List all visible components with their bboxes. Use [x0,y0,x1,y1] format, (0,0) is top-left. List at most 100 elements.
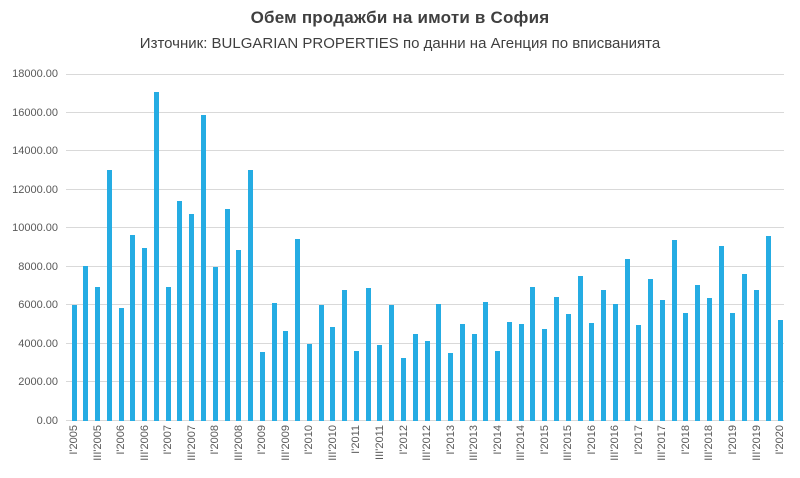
y-axis-tick-label: 6000.00 [18,299,58,311]
y-axis-tick-label: 14000.00 [12,145,58,157]
bar [506,321,512,421]
bar [659,300,665,421]
bar [424,340,430,421]
chart-subtitle: Източник: BULGARIAN PROPERTIES по данни … [139,35,661,52]
bar [648,278,654,421]
bar [295,239,301,421]
bar [601,289,606,421]
bar [165,287,171,421]
bar [389,304,395,421]
bar [436,304,442,421]
bar [153,92,159,421]
y-axis-tick-label: 4000.00 [18,338,58,350]
bar [248,170,253,421]
x-axis-tick-label: I'2020 [774,425,786,455]
bar [671,240,677,421]
bar [236,250,242,421]
bar [83,265,89,421]
x-axis-tick-label: III'2009 [279,425,292,461]
bar [706,298,712,421]
bar [377,344,383,421]
bar [683,312,689,421]
bar [495,350,501,421]
bar [589,322,595,421]
x-axis: I'2005 III'2005 I'2006 III'2006 I'2007 III'20… [66,421,786,478]
x-axis-tick-label: I'2005 [68,425,80,455]
x-axis-tick-label: III'2017 [656,425,669,461]
y-axis: 0.00 2000.00 4000.00 6000.00 8000.00 10000.00… [0,68,58,427]
x-axis-tick-label: I'2015 [538,425,551,455]
bar [471,334,477,421]
x-axis-tick-label: I'2014 [491,425,504,455]
bar [695,284,701,421]
bar [553,296,559,421]
bar [518,324,524,421]
bar [283,331,289,421]
x-axis-tick-label: III'2013 [468,425,481,461]
bar [353,351,359,421]
x-axis-tick-label: III'2008 [232,425,245,461]
bar [777,319,783,421]
plot-area [66,74,784,421]
bar [624,259,630,421]
gridline [66,74,784,75]
bar [530,287,536,421]
bar [271,302,277,421]
bar [71,305,77,421]
bar [542,328,548,421]
x-axis-tick-label: I'2017 [632,425,645,455]
x-axis-tick-label: III'2010 [326,425,339,461]
bar [448,352,453,421]
y-axis-tick-label: 8000.00 [18,261,58,273]
x-axis-tick-label: III'2018 [703,425,716,461]
bar [742,273,748,421]
x-axis-tick-label: I'2007 [162,425,175,455]
x-axis-tick-label: I'2016 [585,425,598,455]
bar [483,301,489,421]
bar [365,288,371,421]
bar [401,357,406,421]
y-axis-tick-label: 10000.00 [12,222,58,234]
bar [118,308,124,421]
x-axis-tick-label: I'2006 [115,425,128,455]
bar [142,247,148,421]
gridline [66,112,784,113]
bar [306,344,312,421]
bar [342,289,348,421]
bar [95,287,100,421]
y-axis-tick-label: 18000.00 [12,68,58,80]
bar [730,312,736,421]
x-axis-tick-label: I'2008 [209,425,222,455]
bar [577,275,583,421]
y-axis-tick-label: 16000.00 [12,107,58,119]
gridline [66,150,784,151]
bar [636,325,642,421]
gridline [66,304,784,305]
x-axis-tick-label: III'2011 [373,425,386,460]
bar [412,333,418,421]
bar [765,236,771,421]
x-axis-tick-label: III'2019 [750,425,763,461]
x-axis-tick-label: III'2006 [138,425,151,461]
x-axis-tick-label: I'2018 [679,425,692,455]
x-axis-tick-label: I'2013 [444,425,457,455]
bar [612,303,618,421]
bar [106,170,112,421]
bar [212,266,218,421]
x-axis-tick-label: III'2014 [515,425,528,461]
x-axis-tick-label: I'2009 [256,425,269,455]
bar [459,323,465,421]
x-axis-tick-label: I'2019 [726,425,739,455]
x-axis-tick-label: I'2011 [350,425,363,454]
x-axis-tick-label: III'2005 [91,425,104,461]
bar [189,213,195,421]
x-axis-tick-label: III'2012 [421,425,433,461]
bar [754,289,759,421]
chart-title: Обем продажби на имоти в София [250,8,550,27]
bar [130,235,136,421]
bar [718,245,724,421]
bar [224,208,230,421]
x-axis-tick-label: I'2010 [303,425,316,455]
x-axis-tick-label: III'2016 [609,425,622,461]
